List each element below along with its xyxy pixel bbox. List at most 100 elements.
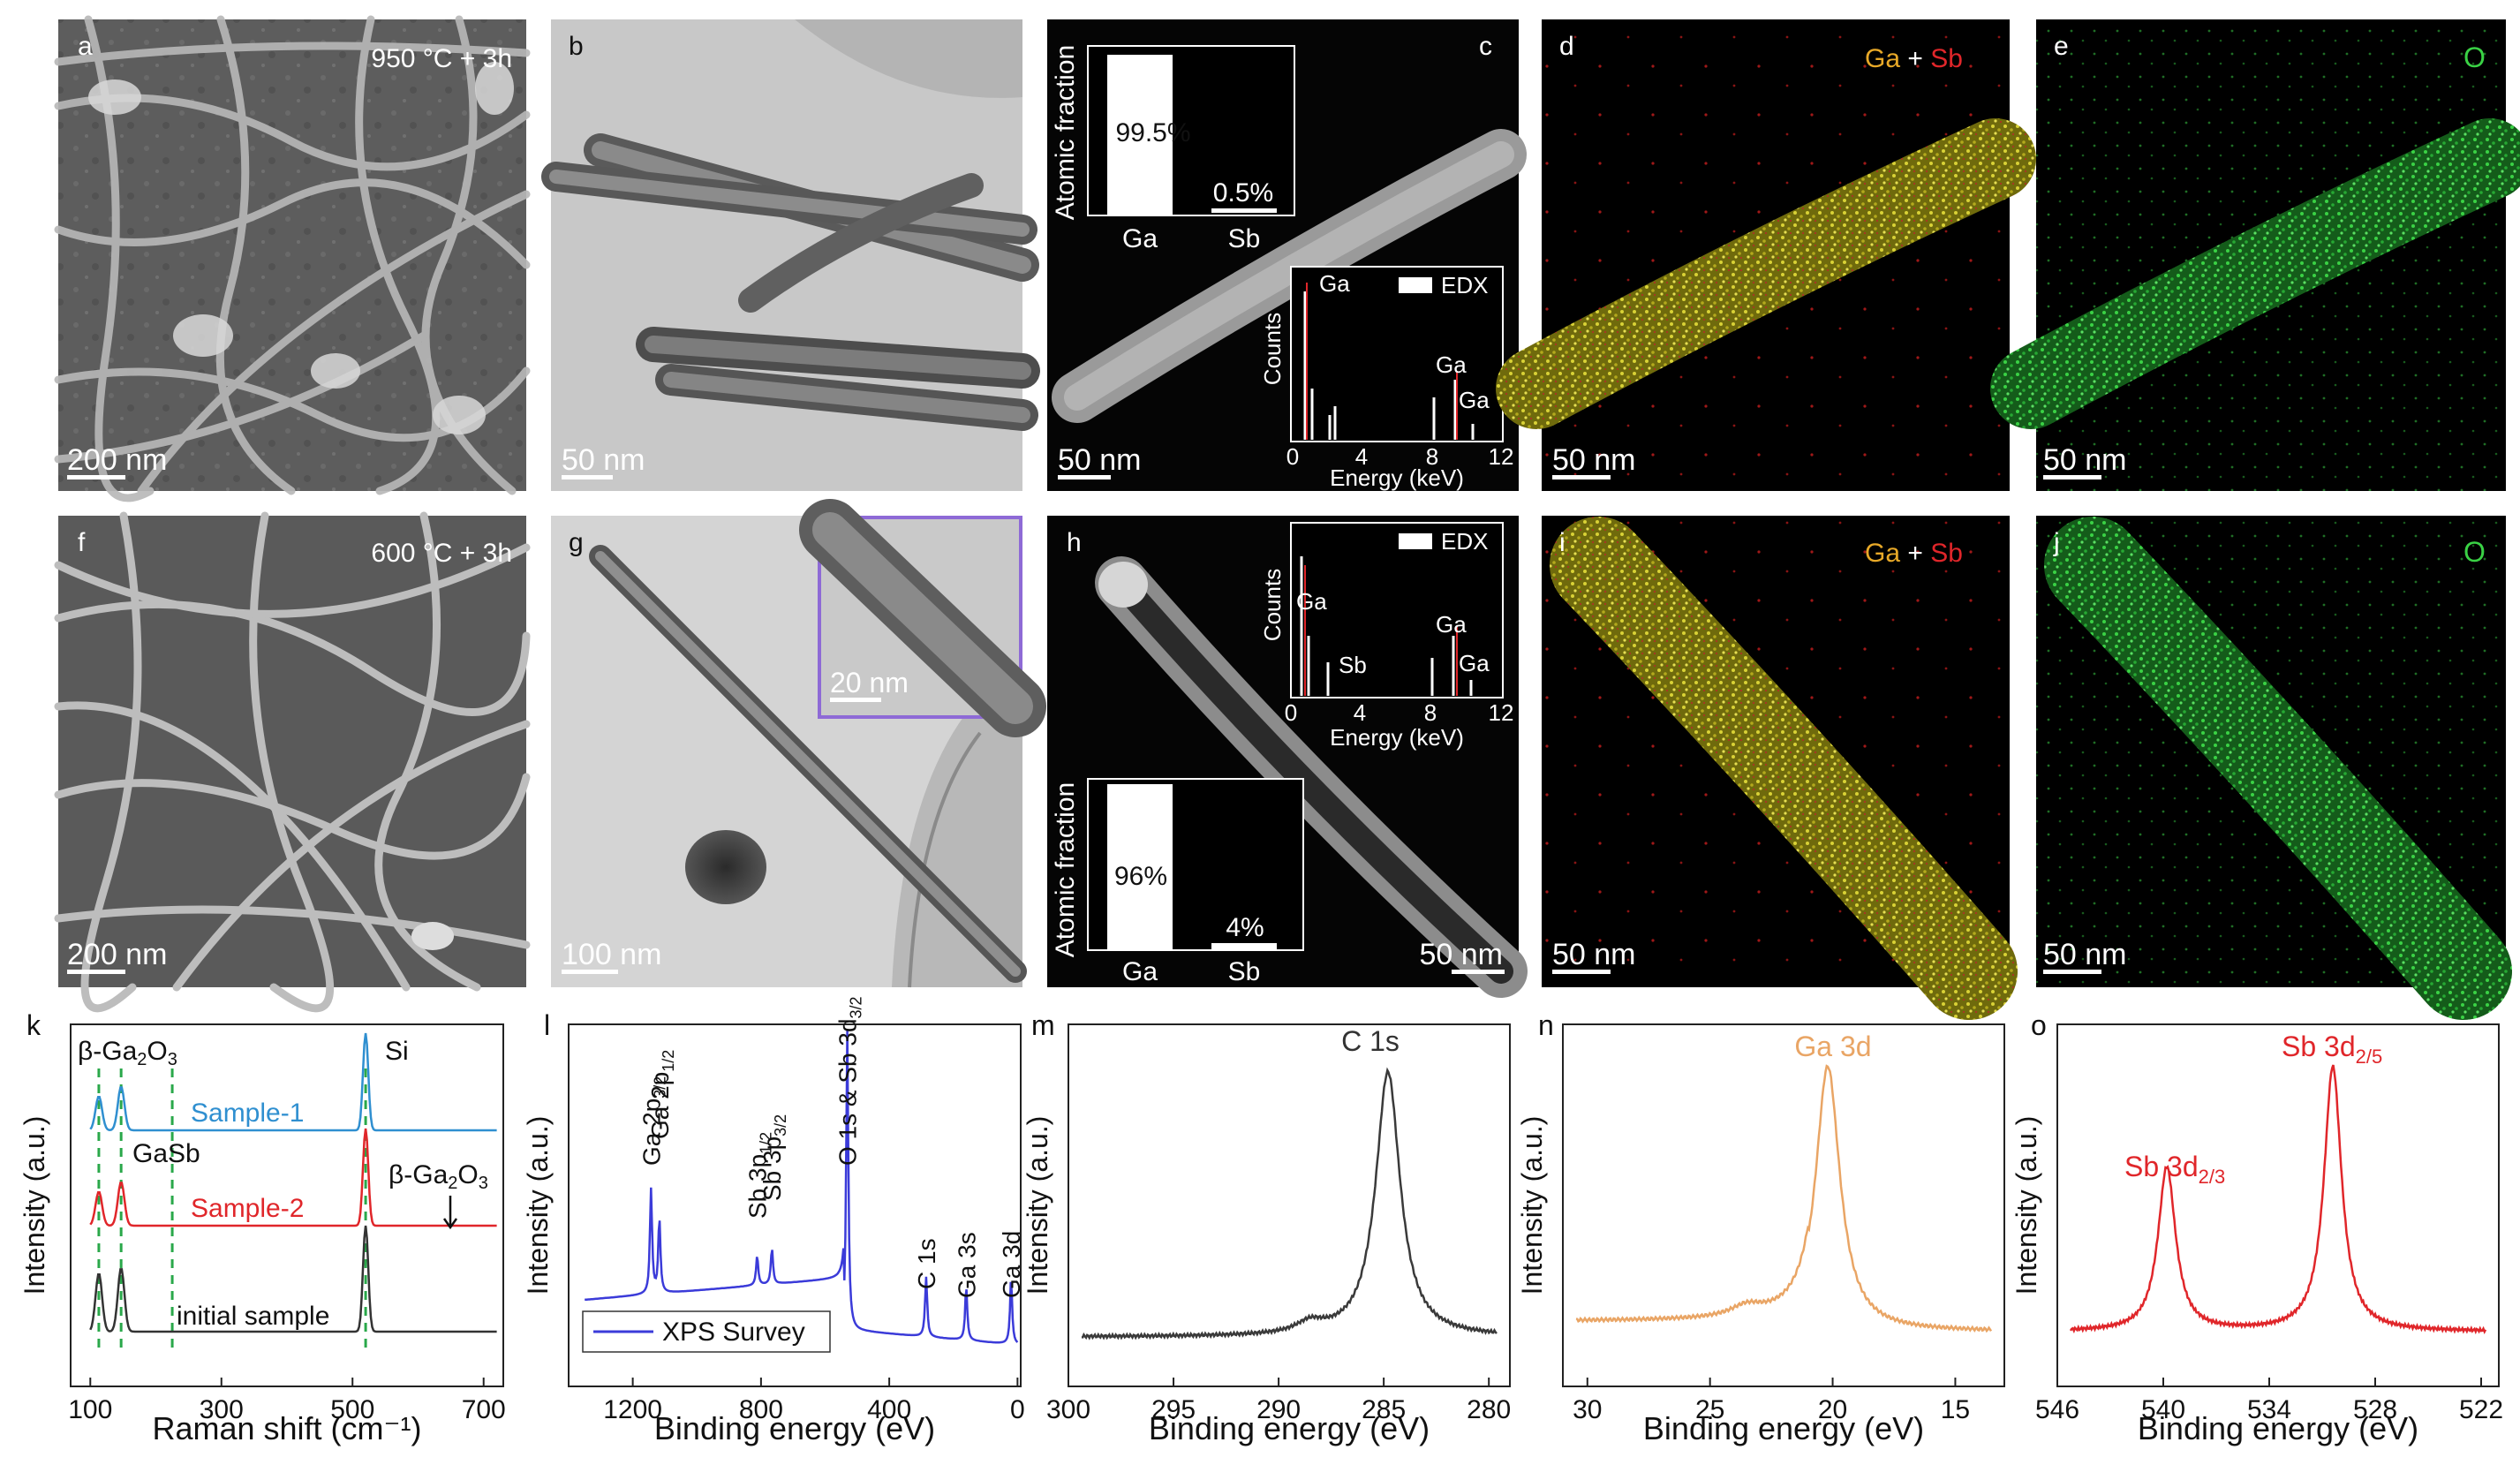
atomic-fraction-inset: 96% 4% Ga Sb Atomic fraction bbox=[1051, 778, 1304, 986]
map-element-label: O bbox=[2463, 536, 2486, 568]
legend: XPS Survey bbox=[582, 1310, 831, 1353]
y-axis-label: Intensity (a.u.) bbox=[522, 1116, 554, 1295]
peak-label: Ga bbox=[1459, 387, 1490, 413]
peak-label: Ga bbox=[1459, 650, 1490, 676]
x-tick-label: 528 bbox=[2353, 1395, 2397, 1424]
series-line bbox=[1575, 1064, 1993, 1333]
panel-letter: g bbox=[569, 528, 584, 557]
temperature-label: 950 °C + 3h bbox=[371, 44, 512, 73]
x-tick-label: 522 bbox=[2459, 1395, 2503, 1424]
edx-tick: 0 bbox=[1285, 699, 1297, 726]
panel-letter: o bbox=[2031, 1009, 2047, 1041]
peak-label: Ga bbox=[1296, 588, 1327, 615]
panel-letter: n bbox=[1538, 1009, 1554, 1041]
scale-label: 50 nm bbox=[562, 443, 645, 477]
legend-label: EDX bbox=[1441, 528, 1488, 555]
plot-frame bbox=[568, 1023, 1022, 1387]
plot-frame bbox=[1068, 1023, 1511, 1387]
bar-category-label: Sb bbox=[1228, 957, 1261, 986]
bar-axis-label: Atomic fraction bbox=[1051, 45, 1080, 220]
series-line bbox=[89, 1128, 497, 1227]
map-element-label: Ga + Sb bbox=[1865, 539, 1963, 568]
peak-label: Ga bbox=[1436, 351, 1467, 378]
x-tick-label: 100 bbox=[68, 1395, 112, 1424]
x-axis-label: Binding energy (eV) bbox=[2138, 1410, 2418, 1446]
chart-raman: k Intensity (a.u.) Raman shift (cm⁻¹) 10… bbox=[19, 1009, 506, 1446]
annotation-gasb: GaSb bbox=[132, 1139, 200, 1168]
bar-ga bbox=[1107, 784, 1173, 950]
panel-h: h EDX Ga Sb Ga Ga Counts 0 4 8 12 Energy… bbox=[1047, 516, 1528, 998]
edx-tick: 8 bbox=[1424, 699, 1437, 726]
series-label: Sample-2 bbox=[191, 1194, 304, 1223]
map-element-label: Ga + Sb bbox=[1865, 44, 1963, 73]
edx-tick: 8 bbox=[1426, 443, 1438, 470]
chart-ga3d: n Intensity (a.u.) Binding energy (eV) 3… bbox=[1516, 1009, 2005, 1446]
panel-letter: c bbox=[1479, 32, 1492, 61]
edx-tick: 4 bbox=[1354, 699, 1366, 726]
x-axis-label: Raman shift (cm⁻¹) bbox=[152, 1410, 421, 1446]
x-tick-label: 540 bbox=[2141, 1395, 2185, 1424]
scale-label: 20 nm bbox=[830, 667, 909, 698]
plot-frame bbox=[70, 1023, 504, 1387]
scale-bar bbox=[1552, 475, 1611, 479]
panel-b: b 50 nm bbox=[541, 19, 1040, 491]
series-line bbox=[585, 1030, 1019, 1344]
panel-letter: b bbox=[569, 32, 584, 61]
peak-label: C 1s bbox=[1341, 1025, 1400, 1057]
scale-label: 50 nm bbox=[1420, 938, 1504, 971]
series-line bbox=[1081, 1067, 1498, 1340]
chart-c1s: m Intensity (a.u.) Binding energy (eV) 3… bbox=[1022, 1009, 1511, 1446]
atomic-fraction-inset: 99.5% 0.5% Ga Sb Atomic fraction bbox=[1051, 45, 1295, 253]
x-tick-label: 400 bbox=[867, 1395, 911, 1424]
series-label: Sample-1 bbox=[191, 1099, 304, 1128]
arrow-icon bbox=[442, 1196, 458, 1230]
magnified-inset: 20 nm bbox=[799, 499, 1046, 737]
legend-label: EDX bbox=[1441, 272, 1488, 298]
bar-value-label: 96% bbox=[1114, 862, 1167, 891]
scale-label: 200 nm bbox=[67, 443, 167, 477]
x-tick-label: 0 bbox=[1010, 1395, 1025, 1424]
panel-j: j O 50 nm bbox=[2036, 516, 2512, 1020]
panel-e: e O 50 nm bbox=[1990, 19, 2520, 491]
panel-d: d Ga + Sb 50 nm bbox=[1496, 19, 2036, 491]
panel-i: i Ga + Sb 50 nm bbox=[1542, 516, 2018, 1020]
scale-bar bbox=[1452, 970, 1505, 974]
series-line bbox=[2069, 1064, 2487, 1335]
y-axis-label: Intensity (a.u.) bbox=[19, 1116, 50, 1295]
series-label: initial sample bbox=[177, 1302, 329, 1331]
peak-label: Sb bbox=[1339, 652, 1367, 678]
peak-label: O 1s & Sb 3d3/2 bbox=[834, 996, 865, 1166]
peak-label: Ga bbox=[1436, 611, 1467, 638]
bar-axis-label: Atomic fraction bbox=[1051, 782, 1080, 957]
series-line bbox=[89, 1032, 497, 1132]
panel-letter: h bbox=[1067, 528, 1082, 557]
chart-sb3d: o Intensity (a.u.) Binding energy (eV) 5… bbox=[2011, 1009, 2503, 1446]
scale-bar bbox=[67, 475, 125, 479]
edx-tick: 12 bbox=[1489, 699, 1514, 726]
panel-f: f 600 °C + 3h 200 nm bbox=[54, 511, 531, 1013]
scale-bar bbox=[1058, 475, 1111, 479]
bar-value-label: 0.5% bbox=[1213, 178, 1273, 208]
x-tick-label: 800 bbox=[739, 1395, 783, 1424]
edx-tick: 12 bbox=[1489, 443, 1514, 470]
chart-xps-survey: l Intensity (a.u.) Binding energy (eV) 1… bbox=[522, 996, 1025, 1446]
y-axis-label: Intensity (a.u.) bbox=[2011, 1116, 2042, 1295]
x-axis-label: Binding energy (eV) bbox=[1643, 1410, 1924, 1446]
scale-bar bbox=[2043, 475, 2101, 479]
plot-frame bbox=[2056, 1023, 2500, 1387]
panel-letter: a bbox=[78, 32, 93, 61]
bar-sb bbox=[1211, 208, 1277, 213]
x-tick-label: 534 bbox=[2247, 1395, 2291, 1424]
bar-category-label: Sb bbox=[1228, 224, 1261, 253]
y-axis-label: Intensity (a.u.) bbox=[1516, 1116, 1548, 1295]
scale-bar bbox=[830, 698, 881, 702]
scale-label: 50 nm bbox=[1552, 443, 1636, 477]
x-tick-label: 500 bbox=[330, 1395, 374, 1424]
peak-label: Ga bbox=[1319, 270, 1350, 297]
annotation-beta-ga2o3: β-Ga2O3 bbox=[389, 1160, 488, 1193]
bar-sb bbox=[1211, 943, 1277, 950]
bar-value-label: 99.5% bbox=[1115, 118, 1190, 147]
scale-bar bbox=[562, 970, 618, 974]
scale-label: 50 nm bbox=[2043, 938, 2127, 971]
series-line bbox=[89, 1225, 497, 1333]
